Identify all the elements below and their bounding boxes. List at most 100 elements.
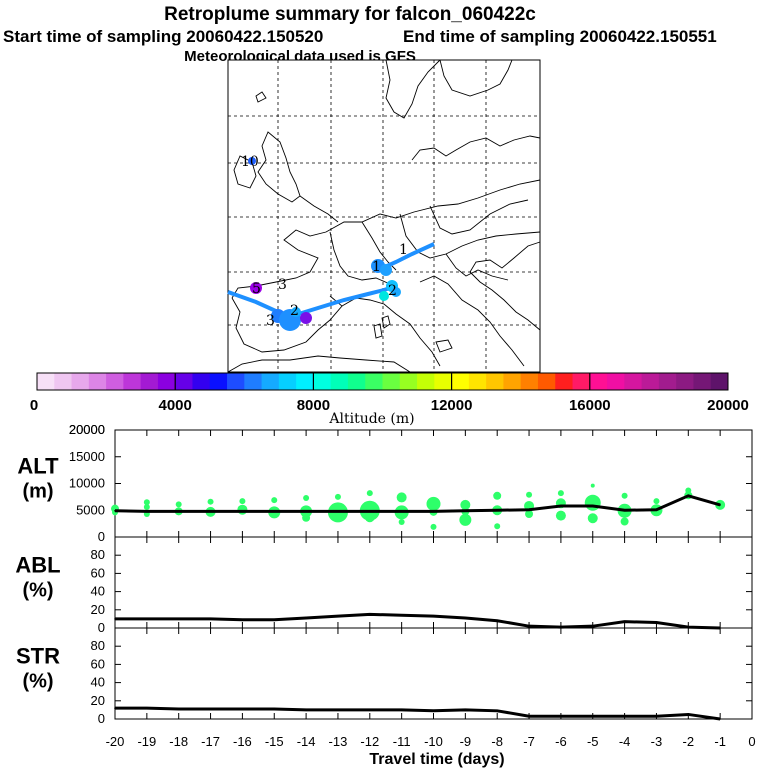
marker-point — [380, 264, 392, 276]
x-tick-label: -20 — [106, 734, 125, 749]
x-tick-label: 0 — [748, 734, 755, 749]
panel-frame — [114, 536, 753, 629]
altitude-point — [364, 512, 375, 523]
data-point — [496, 710, 499, 712]
data-point — [464, 509, 467, 512]
colorbar-cell — [347, 373, 366, 390]
data-point — [719, 504, 721, 506]
colorbar-cell — [382, 373, 401, 390]
altitude-point — [493, 491, 502, 500]
start-time-label: Start time of sampling 20060422.150520 — [3, 27, 323, 46]
altitude-point — [620, 517, 629, 526]
altitude-point — [143, 504, 150, 511]
data-point — [560, 715, 562, 718]
data-point — [114, 618, 116, 620]
y-tick-label: 10000 — [69, 476, 105, 491]
data-point — [591, 625, 594, 627]
colorbar-cell — [365, 373, 383, 390]
colorbar-tick-label: 8000 — [297, 397, 330, 414]
data-point — [305, 709, 307, 711]
data-point — [146, 707, 148, 709]
data-point — [432, 710, 435, 712]
marker-point — [248, 157, 256, 165]
data-point — [337, 510, 339, 513]
colorbar-cell — [261, 373, 280, 390]
y-tick-label: 5000 — [76, 502, 105, 517]
altitude-point — [143, 499, 150, 506]
colorbar-cell — [399, 373, 418, 390]
x-tick-label: -17 — [201, 734, 220, 749]
day-label: 2 — [290, 303, 299, 319]
colorbar-cell — [175, 373, 193, 390]
data-point — [432, 615, 435, 617]
altitude-point — [426, 496, 441, 511]
colorbar-cell — [676, 373, 694, 390]
data-point — [114, 509, 116, 512]
data-point — [241, 708, 244, 710]
altitude-point — [587, 513, 598, 524]
data-point — [655, 508, 658, 511]
y-tick-label: 20000 — [69, 422, 105, 437]
altitude-point — [303, 494, 310, 501]
colorbar-tick-label: 4000 — [159, 397, 192, 414]
colorbar-cell — [624, 373, 643, 390]
y-tick-label: 80 — [91, 547, 105, 562]
data-point — [146, 618, 148, 620]
y-axis-title: ABL — [15, 553, 60, 578]
data-point — [400, 709, 403, 711]
altitude-point — [525, 509, 534, 518]
colorbar-cell — [520, 373, 539, 390]
colorbar-cell — [54, 373, 73, 390]
timeseries-panels: 0500010000150002000020000ALT(m)020406080… — [15, 422, 753, 726]
data-point — [305, 617, 307, 619]
data-point — [400, 510, 403, 513]
day-label: 1 — [372, 259, 381, 275]
colorbar-cell — [209, 373, 228, 390]
colorbar-cell — [572, 373, 591, 390]
data-point — [687, 713, 690, 716]
x-tick-label: -6 — [555, 734, 567, 749]
altitude-point — [430, 523, 437, 530]
data-point — [560, 505, 562, 507]
x-tick-label: -10 — [424, 734, 443, 749]
day-label: 3 — [278, 277, 287, 293]
colorbar-title: Altitude (m) — [328, 411, 414, 427]
y-tick-label: 60 — [91, 656, 105, 671]
data-point — [241, 510, 244, 513]
altitude-point — [239, 498, 246, 505]
x-tick-label: -1 — [714, 734, 726, 749]
colorbar-cell — [157, 373, 176, 390]
colorbar-cell — [88, 373, 107, 390]
x-tick-label: -19 — [137, 734, 156, 749]
data-point — [496, 509, 499, 512]
x-tick-label: -5 — [587, 734, 599, 749]
data-point — [369, 709, 371, 711]
altitude-point — [398, 519, 405, 526]
data-point — [146, 510, 148, 513]
panel-str: 0 20 40 60 80 STR(%) — [16, 627, 753, 726]
data-point — [305, 510, 307, 513]
x-tick-label: -15 — [265, 734, 284, 749]
day-label: 5 — [252, 281, 261, 297]
data-point — [655, 621, 658, 624]
x-tick-labels: -20 -19 -18 -17 -16 -15 -14 -13 -12 -11 -10 -9 -8 -7-… — [106, 734, 756, 749]
y-tick-label: 20000 — [69, 422, 105, 437]
colorbar-cell — [658, 373, 677, 390]
y-axis-title: (%) — [22, 580, 53, 602]
data-point — [464, 617, 467, 619]
y-tick-label: 0 — [98, 529, 105, 544]
altitude-point — [526, 491, 533, 498]
colorbar-cell — [313, 373, 332, 390]
x-tick-label: -7 — [523, 734, 535, 749]
altitude-point — [584, 494, 601, 511]
colorbar-cell — [710, 373, 729, 390]
altitude-point — [237, 504, 248, 515]
data-point — [655, 715, 658, 718]
data-point — [464, 709, 467, 711]
y-tick-label: 20 — [91, 602, 105, 617]
y-tick-label: 80 — [91, 638, 105, 653]
data-point — [177, 708, 180, 710]
altitude-point — [302, 513, 311, 522]
x-tick-label: -3 — [651, 734, 663, 749]
altitude-point — [175, 501, 182, 508]
